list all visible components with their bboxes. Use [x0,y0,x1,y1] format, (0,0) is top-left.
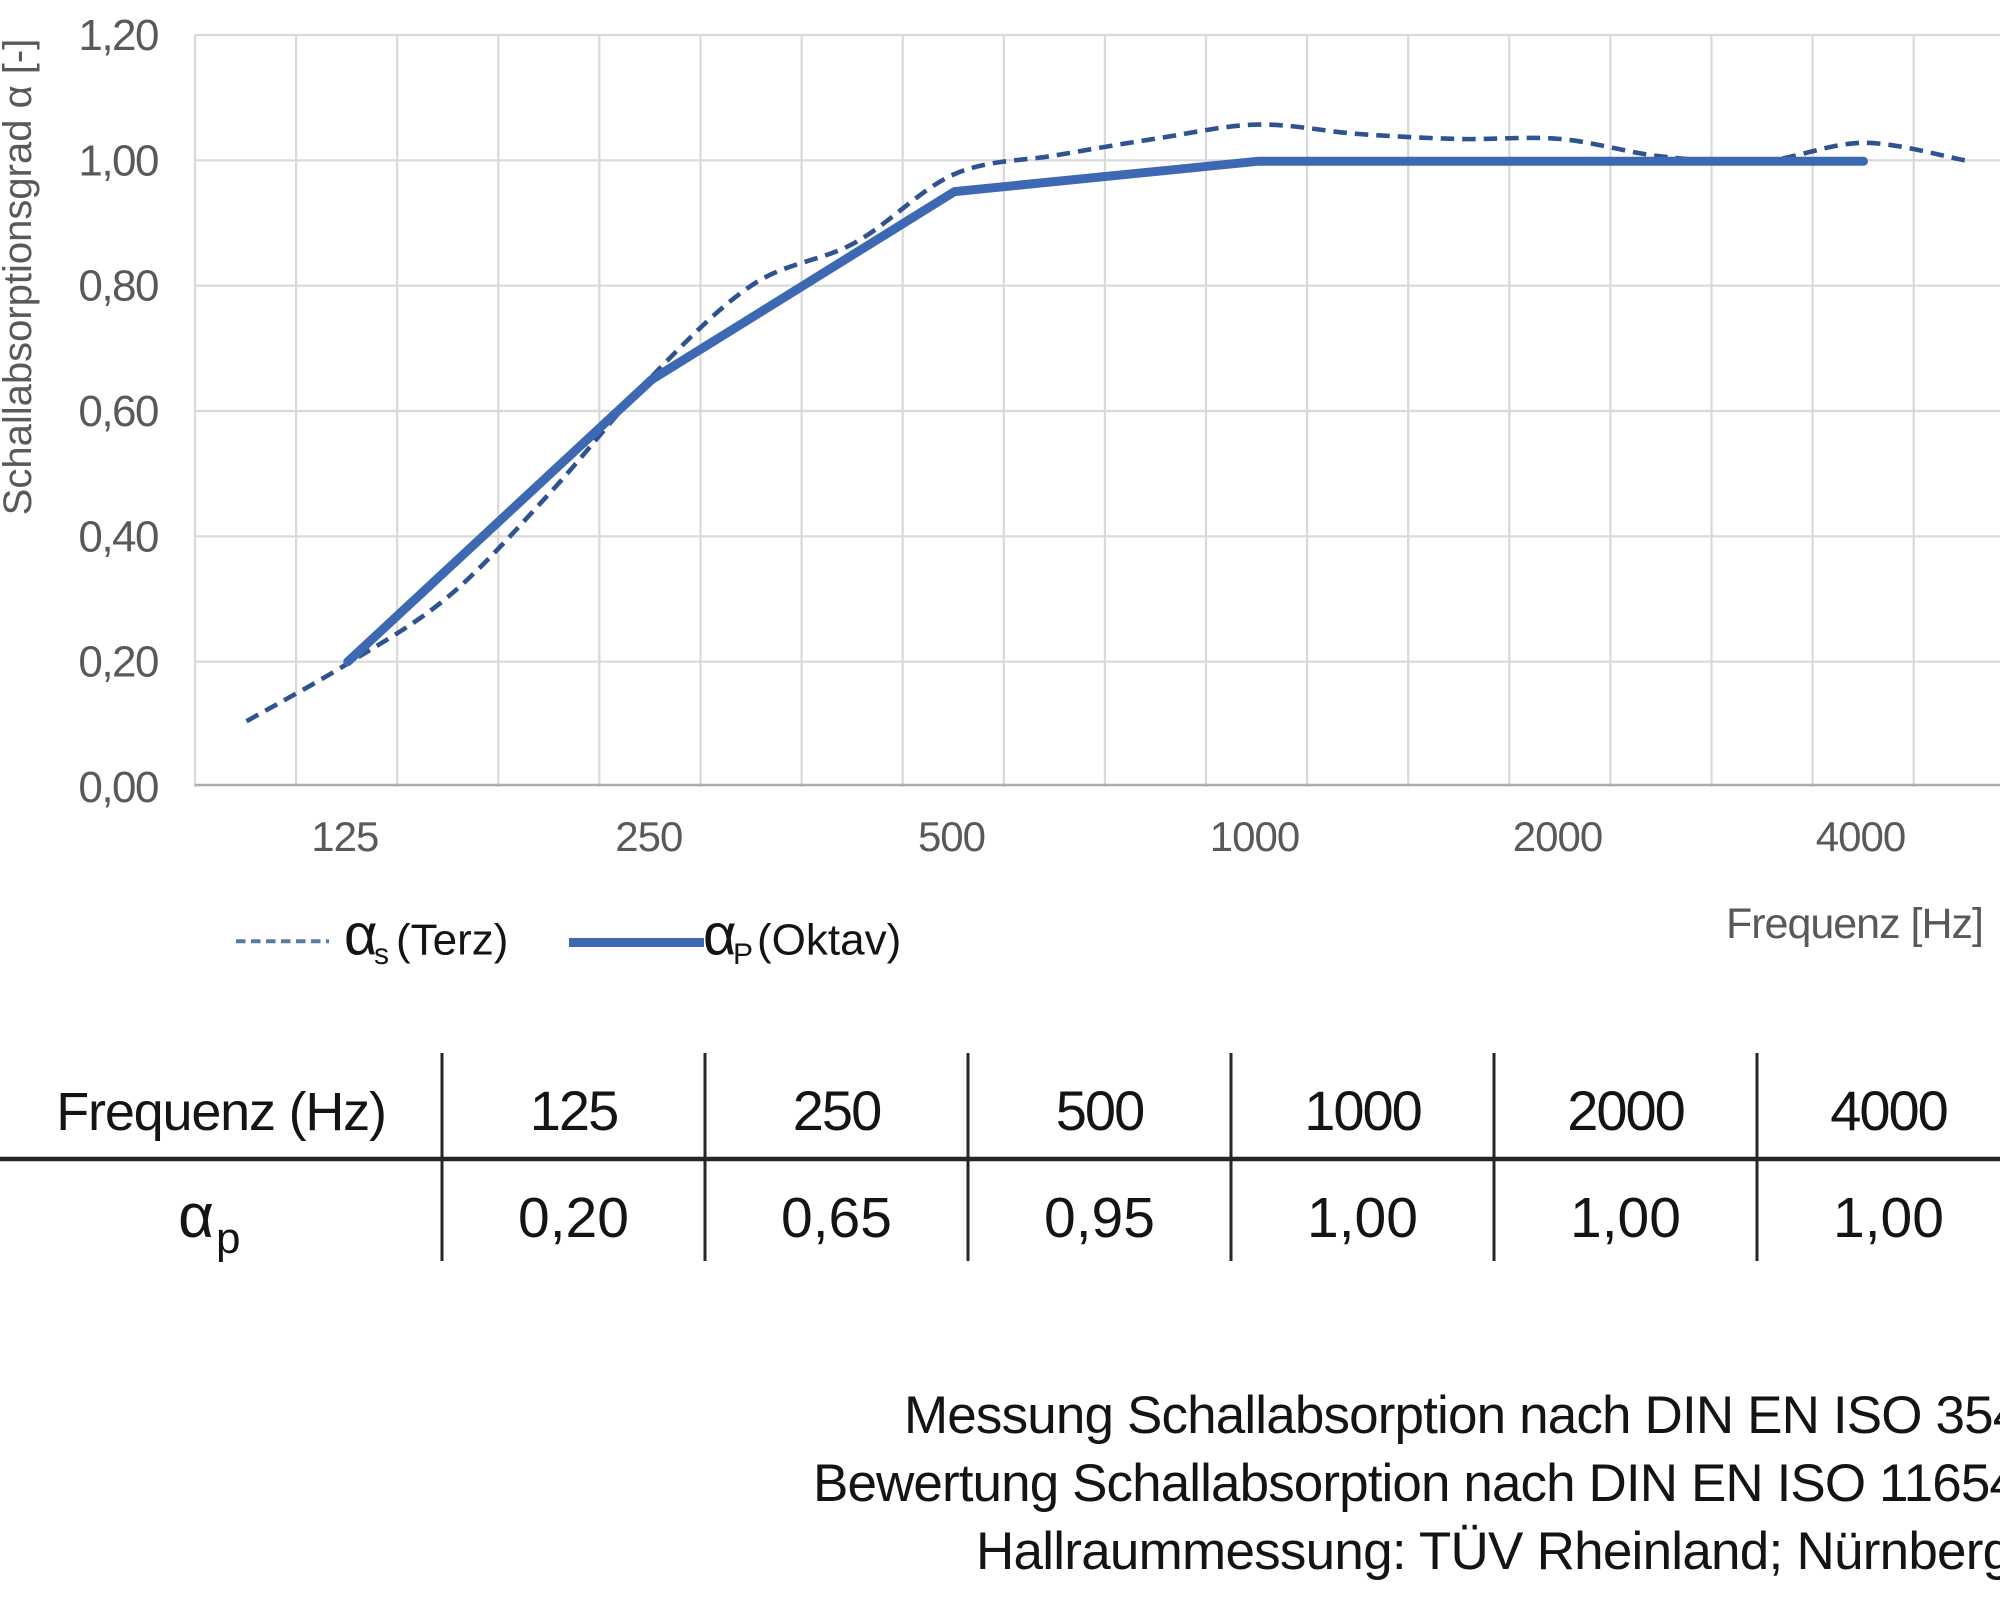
svg-text:125: 125 [530,1079,617,1142]
svg-text:2000: 2000 [1567,1079,1684,1142]
svg-text:Schallabsorptionsgrad α [-]: Schallabsorptionsgrad α [-] [0,39,40,516]
svg-text:0,00: 0,00 [78,763,158,812]
svg-text:Hallraummessung: TÜV Rheinland: Hallraummessung: TÜV Rheinland; Nürnberg [976,1522,2000,1581]
svg-text:1,00: 1,00 [1307,1186,1418,1250]
svg-text:s: s [374,938,389,971]
svg-text:α: α [344,903,378,968]
svg-text:0,20: 0,20 [78,638,158,687]
svg-text:500: 500 [1056,1079,1143,1142]
svg-text:250: 250 [615,813,682,860]
svg-text:1000: 1000 [1304,1079,1421,1142]
svg-text:(Terz): (Terz) [396,916,508,965]
svg-text:1,00: 1,00 [78,136,158,185]
svg-text:P: P [733,938,753,971]
svg-text:p: p [216,1214,240,1263]
svg-text:α: α [703,903,737,968]
svg-text:Frequenz [Hz]: Frequenz [Hz] [1726,900,1983,948]
svg-text:0,80: 0,80 [78,262,158,311]
svg-text:1,00: 1,00 [1833,1186,1944,1250]
svg-text:0,40: 0,40 [78,512,158,561]
svg-text:1000: 1000 [1210,813,1299,860]
svg-text:4000: 4000 [1830,1079,1947,1142]
svg-text:α: α [178,1182,214,1251]
svg-text:250: 250 [793,1079,880,1142]
svg-text:0,60: 0,60 [78,387,158,436]
svg-text:0,65: 0,65 [781,1186,892,1250]
svg-text:1,00: 1,00 [1570,1186,1681,1250]
svg-text:Bewertung Schallabsorption nac: Bewertung Schallabsorption nach DIN EN I… [813,1454,2000,1513]
svg-text:4000: 4000 [1816,813,1905,860]
svg-text:500: 500 [918,813,985,860]
svg-text:(Oktav): (Oktav) [757,916,901,965]
svg-text:1,20: 1,20 [78,11,158,60]
svg-text:0,95: 0,95 [1044,1186,1155,1250]
svg-text:Frequenz (Hz): Frequenz (Hz) [56,1082,386,1142]
svg-text:125: 125 [311,813,378,860]
svg-text:Messung Schallabsorption nach: Messung Schallabsorption nach DIN EN ISO… [904,1386,2000,1445]
svg-text:0,20: 0,20 [518,1186,629,1250]
svg-text:2000: 2000 [1513,813,1602,860]
